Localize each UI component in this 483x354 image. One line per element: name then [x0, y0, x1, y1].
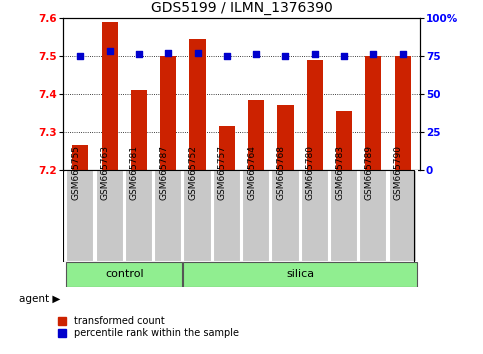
Point — [164, 50, 172, 56]
Bar — [96, 170, 124, 262]
Point — [369, 51, 377, 57]
Text: GSM665764: GSM665764 — [247, 145, 256, 200]
Point — [252, 51, 260, 57]
Bar — [72, 145, 88, 170]
Legend: transformed count, percentile rank within the sample: transformed count, percentile rank withi… — [58, 316, 239, 338]
Bar — [242, 170, 270, 262]
Bar — [330, 170, 358, 262]
Text: GSM665755: GSM665755 — [71, 145, 80, 200]
Text: GSM665787: GSM665787 — [159, 145, 168, 200]
Point — [135, 51, 143, 57]
Bar — [189, 39, 206, 170]
Bar — [395, 56, 411, 170]
Text: silica: silica — [286, 269, 314, 279]
Bar — [66, 170, 95, 262]
Bar — [160, 56, 176, 170]
Point — [340, 53, 348, 58]
Text: GSM665763: GSM665763 — [100, 145, 110, 200]
Bar — [307, 59, 323, 170]
Bar — [184, 262, 417, 287]
Bar — [277, 105, 294, 170]
Text: agent ▶: agent ▶ — [19, 294, 60, 304]
Bar — [184, 170, 212, 262]
Text: GSM665783: GSM665783 — [335, 145, 344, 200]
Point — [106, 48, 114, 54]
Point — [76, 53, 84, 58]
Text: control: control — [105, 269, 143, 279]
Bar — [388, 170, 417, 262]
Bar — [154, 170, 182, 262]
Point — [282, 53, 289, 58]
Bar — [125, 170, 153, 262]
Point — [311, 51, 319, 57]
Title: GDS5199 / ILMN_1376390: GDS5199 / ILMN_1376390 — [151, 1, 332, 15]
Bar — [359, 170, 387, 262]
Bar — [248, 99, 264, 170]
Text: GSM665789: GSM665789 — [364, 145, 373, 200]
Point — [223, 53, 231, 58]
Bar — [131, 90, 147, 170]
Text: GSM665780: GSM665780 — [306, 145, 315, 200]
Bar — [219, 126, 235, 170]
Text: GSM665752: GSM665752 — [188, 145, 198, 200]
Text: GSM665781: GSM665781 — [130, 145, 139, 200]
Bar — [301, 170, 329, 262]
Bar — [336, 111, 352, 170]
Point — [399, 51, 407, 57]
Bar — [101, 22, 118, 170]
Bar — [365, 56, 382, 170]
Bar — [213, 170, 241, 262]
Text: GSM665757: GSM665757 — [218, 145, 227, 200]
Text: GSM665790: GSM665790 — [394, 145, 403, 200]
Text: GSM665768: GSM665768 — [276, 145, 285, 200]
Bar — [66, 262, 182, 287]
Bar — [271, 170, 299, 262]
Point — [194, 50, 201, 56]
